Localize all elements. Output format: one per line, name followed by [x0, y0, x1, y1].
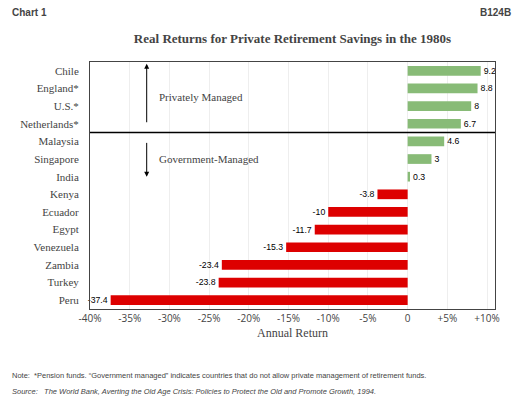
- svg-text:Privately Managed: Privately Managed: [159, 91, 243, 103]
- svg-text:8: 8: [474, 101, 479, 111]
- svg-text:-10%: -10%: [317, 311, 340, 325]
- svg-text:Netherlands*: Netherlands*: [20, 118, 79, 130]
- svg-text:0: 0: [405, 311, 411, 325]
- svg-text:-37.4: -37.4: [88, 295, 108, 305]
- svg-text:-23.4: -23.4: [199, 260, 219, 270]
- svg-text:Government-Managed: Government-Managed: [159, 153, 259, 165]
- svg-text:Turkey: Turkey: [47, 276, 79, 288]
- svg-text:4.6: 4.6: [447, 136, 459, 146]
- svg-text:-10: -10: [313, 207, 326, 217]
- svg-text:-35%: -35%: [118, 311, 141, 325]
- svg-text:+5%: +5%: [437, 311, 457, 325]
- svg-text:Chile: Chile: [55, 65, 79, 77]
- svg-text:-25%: -25%: [198, 311, 221, 325]
- svg-text:Note: *Pension funds. “Govern: Note: *Pension funds. “Government manage…: [12, 371, 426, 380]
- svg-text:Source: The World Bank, Aver: Source: The World Bank, Averting the Old…: [12, 387, 376, 396]
- svg-text:-15.3: -15.3: [263, 242, 283, 252]
- svg-text:6.7: 6.7: [464, 119, 476, 129]
- svg-text:9.2: 9.2: [484, 66, 496, 76]
- svg-text:-11.7: -11.7: [292, 225, 311, 235]
- svg-text:Egypt: Egypt: [53, 223, 79, 235]
- svg-text:Singapore: Singapore: [34, 153, 79, 165]
- svg-text:-30%: -30%: [158, 311, 181, 325]
- svg-text:3: 3: [434, 154, 439, 164]
- svg-text:+10%: +10%: [474, 311, 499, 325]
- svg-text:India: India: [56, 171, 79, 183]
- svg-text:Annual Return: Annual Return: [257, 326, 328, 340]
- svg-text:-23.8: -23.8: [196, 277, 216, 287]
- svg-text:Malaysia: Malaysia: [38, 135, 78, 147]
- svg-text:Real Returns for Private Retir: Real Returns for Private Retirement Savi…: [134, 31, 451, 46]
- svg-text:-20%: -20%: [237, 311, 260, 325]
- svg-text:0.3: 0.3: [413, 172, 425, 182]
- svg-text:England*: England*: [37, 82, 79, 94]
- svg-text:Venezuela: Venezuela: [34, 241, 79, 253]
- svg-text:-15%: -15%: [277, 311, 300, 325]
- svg-text:-3.8: -3.8: [359, 189, 374, 199]
- svg-text:Zambia: Zambia: [45, 259, 79, 271]
- svg-text:Chart 1: Chart 1: [12, 7, 47, 18]
- svg-text:-40%: -40%: [79, 311, 102, 325]
- svg-text:Ecuador: Ecuador: [42, 206, 79, 218]
- svg-text:U.S.*: U.S.*: [54, 100, 79, 112]
- svg-text:Peru: Peru: [59, 294, 80, 306]
- svg-text:8.8: 8.8: [481, 83, 493, 93]
- svg-text:Kenya: Kenya: [50, 188, 79, 200]
- svg-text:-5%: -5%: [359, 311, 376, 325]
- svg-text:B124B: B124B: [480, 7, 511, 18]
